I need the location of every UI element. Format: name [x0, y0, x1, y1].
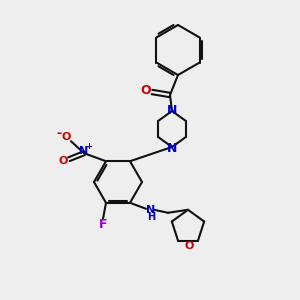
Text: N: N	[146, 205, 156, 215]
Text: -: -	[56, 127, 61, 140]
Text: +: +	[85, 142, 92, 151]
Text: N: N	[80, 146, 88, 156]
Text: F: F	[99, 218, 107, 231]
Text: O: O	[61, 132, 71, 142]
Text: O: O	[141, 85, 151, 98]
Text: H: H	[147, 212, 155, 222]
Text: O: O	[58, 156, 68, 166]
Text: O: O	[184, 241, 194, 250]
Text: N: N	[167, 142, 177, 154]
Text: N: N	[167, 103, 177, 116]
